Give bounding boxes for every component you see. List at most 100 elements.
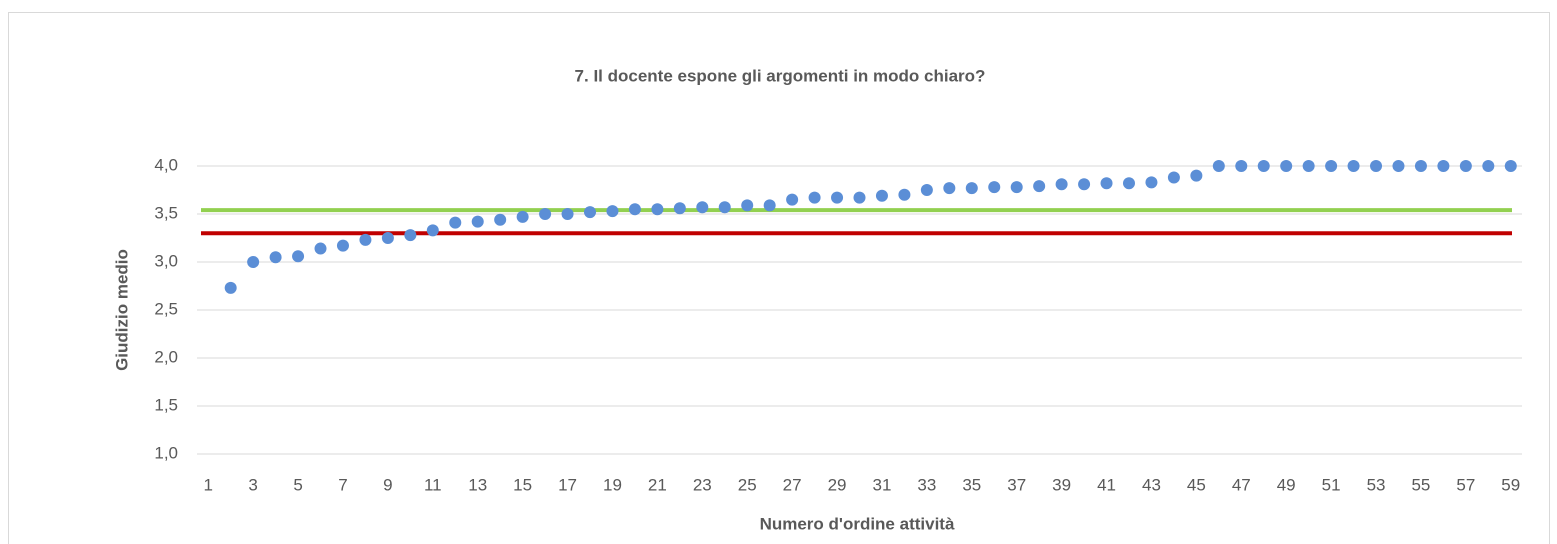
x-tick-label: 19 [603, 475, 622, 494]
x-tick-label: 37 [1007, 475, 1026, 494]
point [539, 208, 552, 220]
point [1302, 160, 1315, 172]
point [1235, 160, 1248, 172]
point [1078, 178, 1091, 191]
x-tick-label: 43 [1142, 475, 1161, 494]
point [1280, 160, 1293, 172]
point [853, 191, 866, 204]
y-tick-label: 2,0 [154, 347, 178, 366]
point [1055, 178, 1068, 191]
point [381, 232, 394, 244]
x-tick-label: 55 [1411, 475, 1430, 494]
point [1100, 177, 1113, 190]
x-tick-label: 47 [1232, 475, 1251, 494]
x-tick-label: 27 [783, 475, 802, 494]
point [471, 215, 484, 228]
x-tick-label: 3 [248, 475, 257, 494]
x-tick-label: 1 [203, 475, 212, 494]
x-tick-label: 23 [693, 475, 712, 494]
point [1122, 177, 1135, 190]
x-tick-label: 25 [738, 475, 757, 494]
y-tick-label: 3,0 [154, 251, 178, 270]
y-tick-label: 4,0 [154, 155, 178, 174]
point [1212, 160, 1225, 172]
point [1325, 160, 1338, 172]
chart-title: 7. Il docente espone gli argomenti in mo… [575, 66, 986, 85]
point [224, 281, 237, 294]
y-tick-label: 3,5 [154, 203, 178, 222]
point [1370, 160, 1383, 172]
x-tick-label: 17 [558, 475, 577, 494]
x-tick-label: 21 [648, 475, 667, 494]
x-axis-label: Numero d'ordine attività [760, 514, 955, 533]
point [651, 203, 664, 216]
point [673, 202, 686, 215]
x-tick-label: 45 [1187, 475, 1206, 494]
point [359, 233, 372, 246]
point [1167, 171, 1180, 184]
x-tick-label: 53 [1367, 475, 1386, 494]
point [628, 203, 641, 216]
y-tick-label: 2,5 [154, 299, 178, 318]
point [1190, 169, 1203, 182]
x-tick-label: 7 [338, 475, 347, 494]
point [1414, 160, 1427, 172]
point [494, 213, 507, 226]
point [718, 201, 731, 214]
x-tick-label: 39 [1052, 475, 1071, 494]
point [247, 256, 260, 268]
point [516, 210, 529, 223]
point [831, 191, 844, 204]
point [741, 199, 754, 212]
x-tick-label: 59 [1501, 475, 1520, 494]
point [606, 205, 619, 218]
x-tick-label: 33 [917, 475, 936, 494]
point [584, 206, 597, 219]
x-tick-label: 31 [872, 475, 891, 494]
point [404, 229, 417, 242]
point [875, 189, 888, 202]
point [988, 181, 1001, 194]
point [336, 239, 349, 252]
x-tick-label: 13 [468, 475, 487, 494]
point [920, 184, 933, 196]
x-tick-label: 5 [293, 475, 302, 494]
point [449, 216, 462, 229]
x-tick-label: 49 [1277, 475, 1296, 494]
point [1482, 160, 1495, 172]
x-tick-label: 51 [1322, 475, 1341, 494]
point [1033, 180, 1046, 193]
point [696, 201, 709, 214]
chart-frame [8, 12, 1550, 544]
point [808, 191, 821, 204]
point [1504, 160, 1517, 172]
point [1437, 160, 1450, 172]
x-tick-label: 15 [513, 475, 532, 494]
point [786, 193, 799, 206]
point [426, 224, 439, 237]
y-tick-label: 1,0 [154, 443, 178, 462]
point [965, 182, 978, 195]
point [1459, 160, 1472, 172]
point [1257, 160, 1270, 172]
point [269, 251, 282, 264]
x-tick-label: 41 [1097, 475, 1116, 494]
point [763, 199, 776, 212]
y-axis-label: Giudizio medio [112, 249, 131, 371]
point [1347, 160, 1360, 172]
y-tick-label: 1,5 [154, 395, 178, 414]
point [898, 188, 911, 201]
point [943, 182, 956, 195]
x-tick-label: 35 [962, 475, 981, 494]
x-tick-label: 9 [383, 475, 392, 494]
x-tick-label: 11 [424, 475, 442, 494]
point [1010, 181, 1023, 194]
x-tick-label: 29 [828, 475, 847, 494]
point [292, 250, 305, 263]
point [561, 208, 574, 220]
point [1392, 160, 1405, 172]
x-tick-label: 57 [1456, 475, 1475, 494]
point [314, 242, 327, 255]
